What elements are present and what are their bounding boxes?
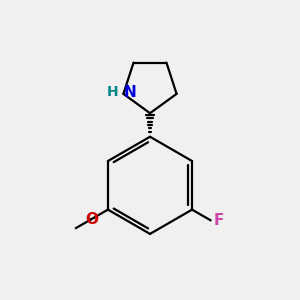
Text: O: O [85,212,98,227]
Text: H: H [106,85,118,99]
Text: F: F [214,213,224,228]
Text: N: N [124,85,137,100]
